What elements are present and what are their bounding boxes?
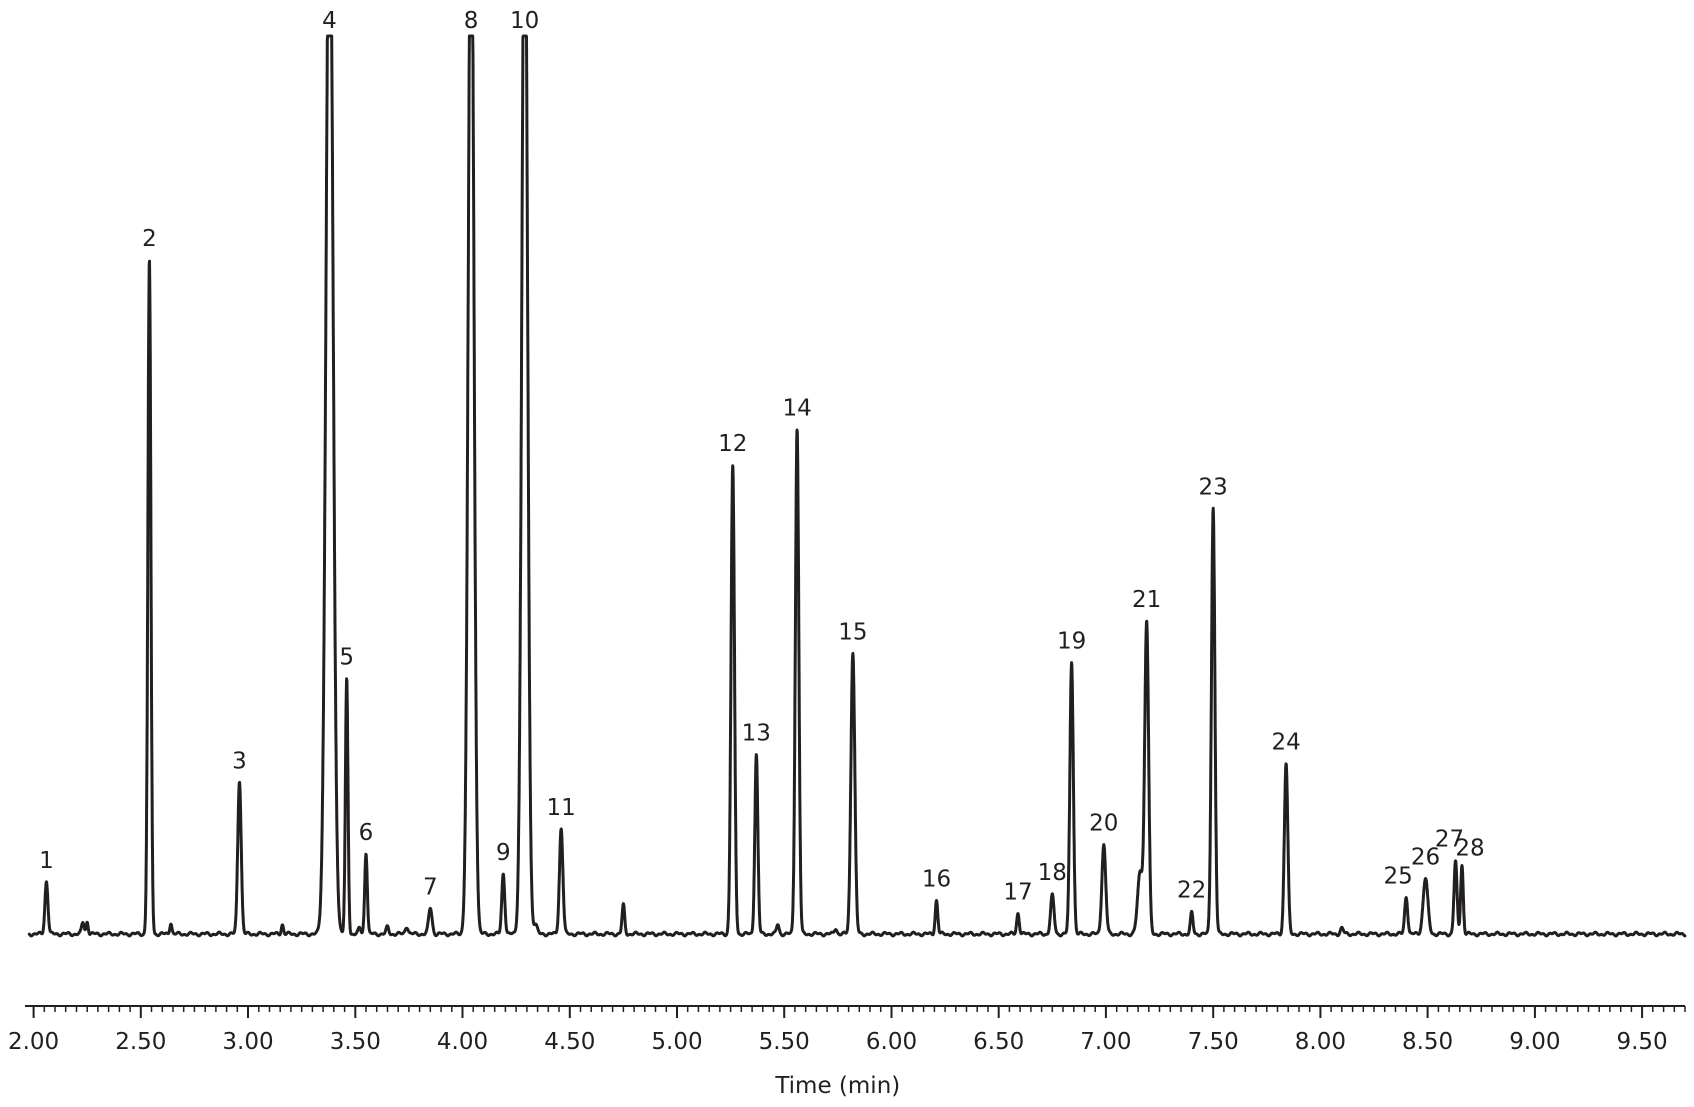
peak-label-5: 5 <box>339 644 354 670</box>
peak-label-16: 16 <box>922 867 951 893</box>
x-tick-label: 5.00 <box>651 1029 702 1055</box>
x-tick-label: 4.00 <box>437 1029 488 1055</box>
x-tick-label: 6.00 <box>866 1029 917 1055</box>
peak-label-27: 27 <box>1435 827 1464 853</box>
plot-area <box>27 34 1687 938</box>
peak-label-21: 21 <box>1132 587 1161 613</box>
peak-label-3: 3 <box>232 748 247 774</box>
x-tick-label: 7.50 <box>1188 1029 1239 1055</box>
x-tick-label: 9.00 <box>1509 1029 1560 1055</box>
peak-label-4: 4 <box>322 8 337 34</box>
x-tick-label: 8.00 <box>1295 1029 1346 1055</box>
peak-label-24: 24 <box>1271 730 1300 756</box>
peak-label-19: 19 <box>1057 629 1086 655</box>
peak-label-22: 22 <box>1177 877 1206 903</box>
x-tick-label: 4.50 <box>544 1029 595 1055</box>
peak-label-8: 8 <box>464 8 479 34</box>
peak-label-10: 10 <box>510 8 539 34</box>
x-tick-label: 5.50 <box>759 1029 810 1055</box>
x-tick-label: 6.50 <box>973 1029 1024 1055</box>
x-tick-label: 7.00 <box>1080 1029 1131 1055</box>
peak-label-6: 6 <box>359 820 374 846</box>
peak-label-25: 25 <box>1384 864 1413 890</box>
x-tick-label: 3.50 <box>330 1029 381 1055</box>
peak-label-1: 1 <box>39 848 54 874</box>
peak-label-12: 12 <box>718 431 747 457</box>
x-axis: 2.00 2.50 3.00 3.50 4.00 4.50 5.00 5.50 6.00 6.50… <box>8 1005 1686 1099</box>
x-axis-title: Time (min) <box>774 1073 900 1099</box>
x-tick-label: 2.00 <box>8 1029 59 1055</box>
peak-label-2: 2 <box>142 226 157 252</box>
peak-label-14: 14 <box>782 395 811 421</box>
peak-label-13: 13 <box>742 721 771 747</box>
peak-label-7: 7 <box>423 874 438 900</box>
peak-label-26: 26 <box>1411 845 1440 871</box>
peak-label-20: 20 <box>1089 811 1118 837</box>
x-ticks: 2.00 2.50 3.00 3.50 4.00 4.50 5.00 5.50 6.00 6.50… <box>8 1006 1686 1055</box>
chromatogram-trace <box>27 34 1687 938</box>
x-tick-label: 8.50 <box>1402 1029 1453 1055</box>
x-tick-label: 2.50 <box>115 1029 166 1055</box>
x-tick-label: 9.50 <box>1616 1029 1667 1055</box>
peak-label-18: 18 <box>1038 860 1067 886</box>
peak-label-15: 15 <box>838 619 867 645</box>
peak-label-17: 17 <box>1003 880 1032 906</box>
peak-label-28: 28 <box>1455 835 1484 861</box>
peak-label-23: 23 <box>1199 474 1228 500</box>
peak-label-11: 11 <box>547 795 576 821</box>
x-tick-label: 3.00 <box>222 1029 273 1055</box>
peak-label-9: 9 <box>496 840 511 866</box>
